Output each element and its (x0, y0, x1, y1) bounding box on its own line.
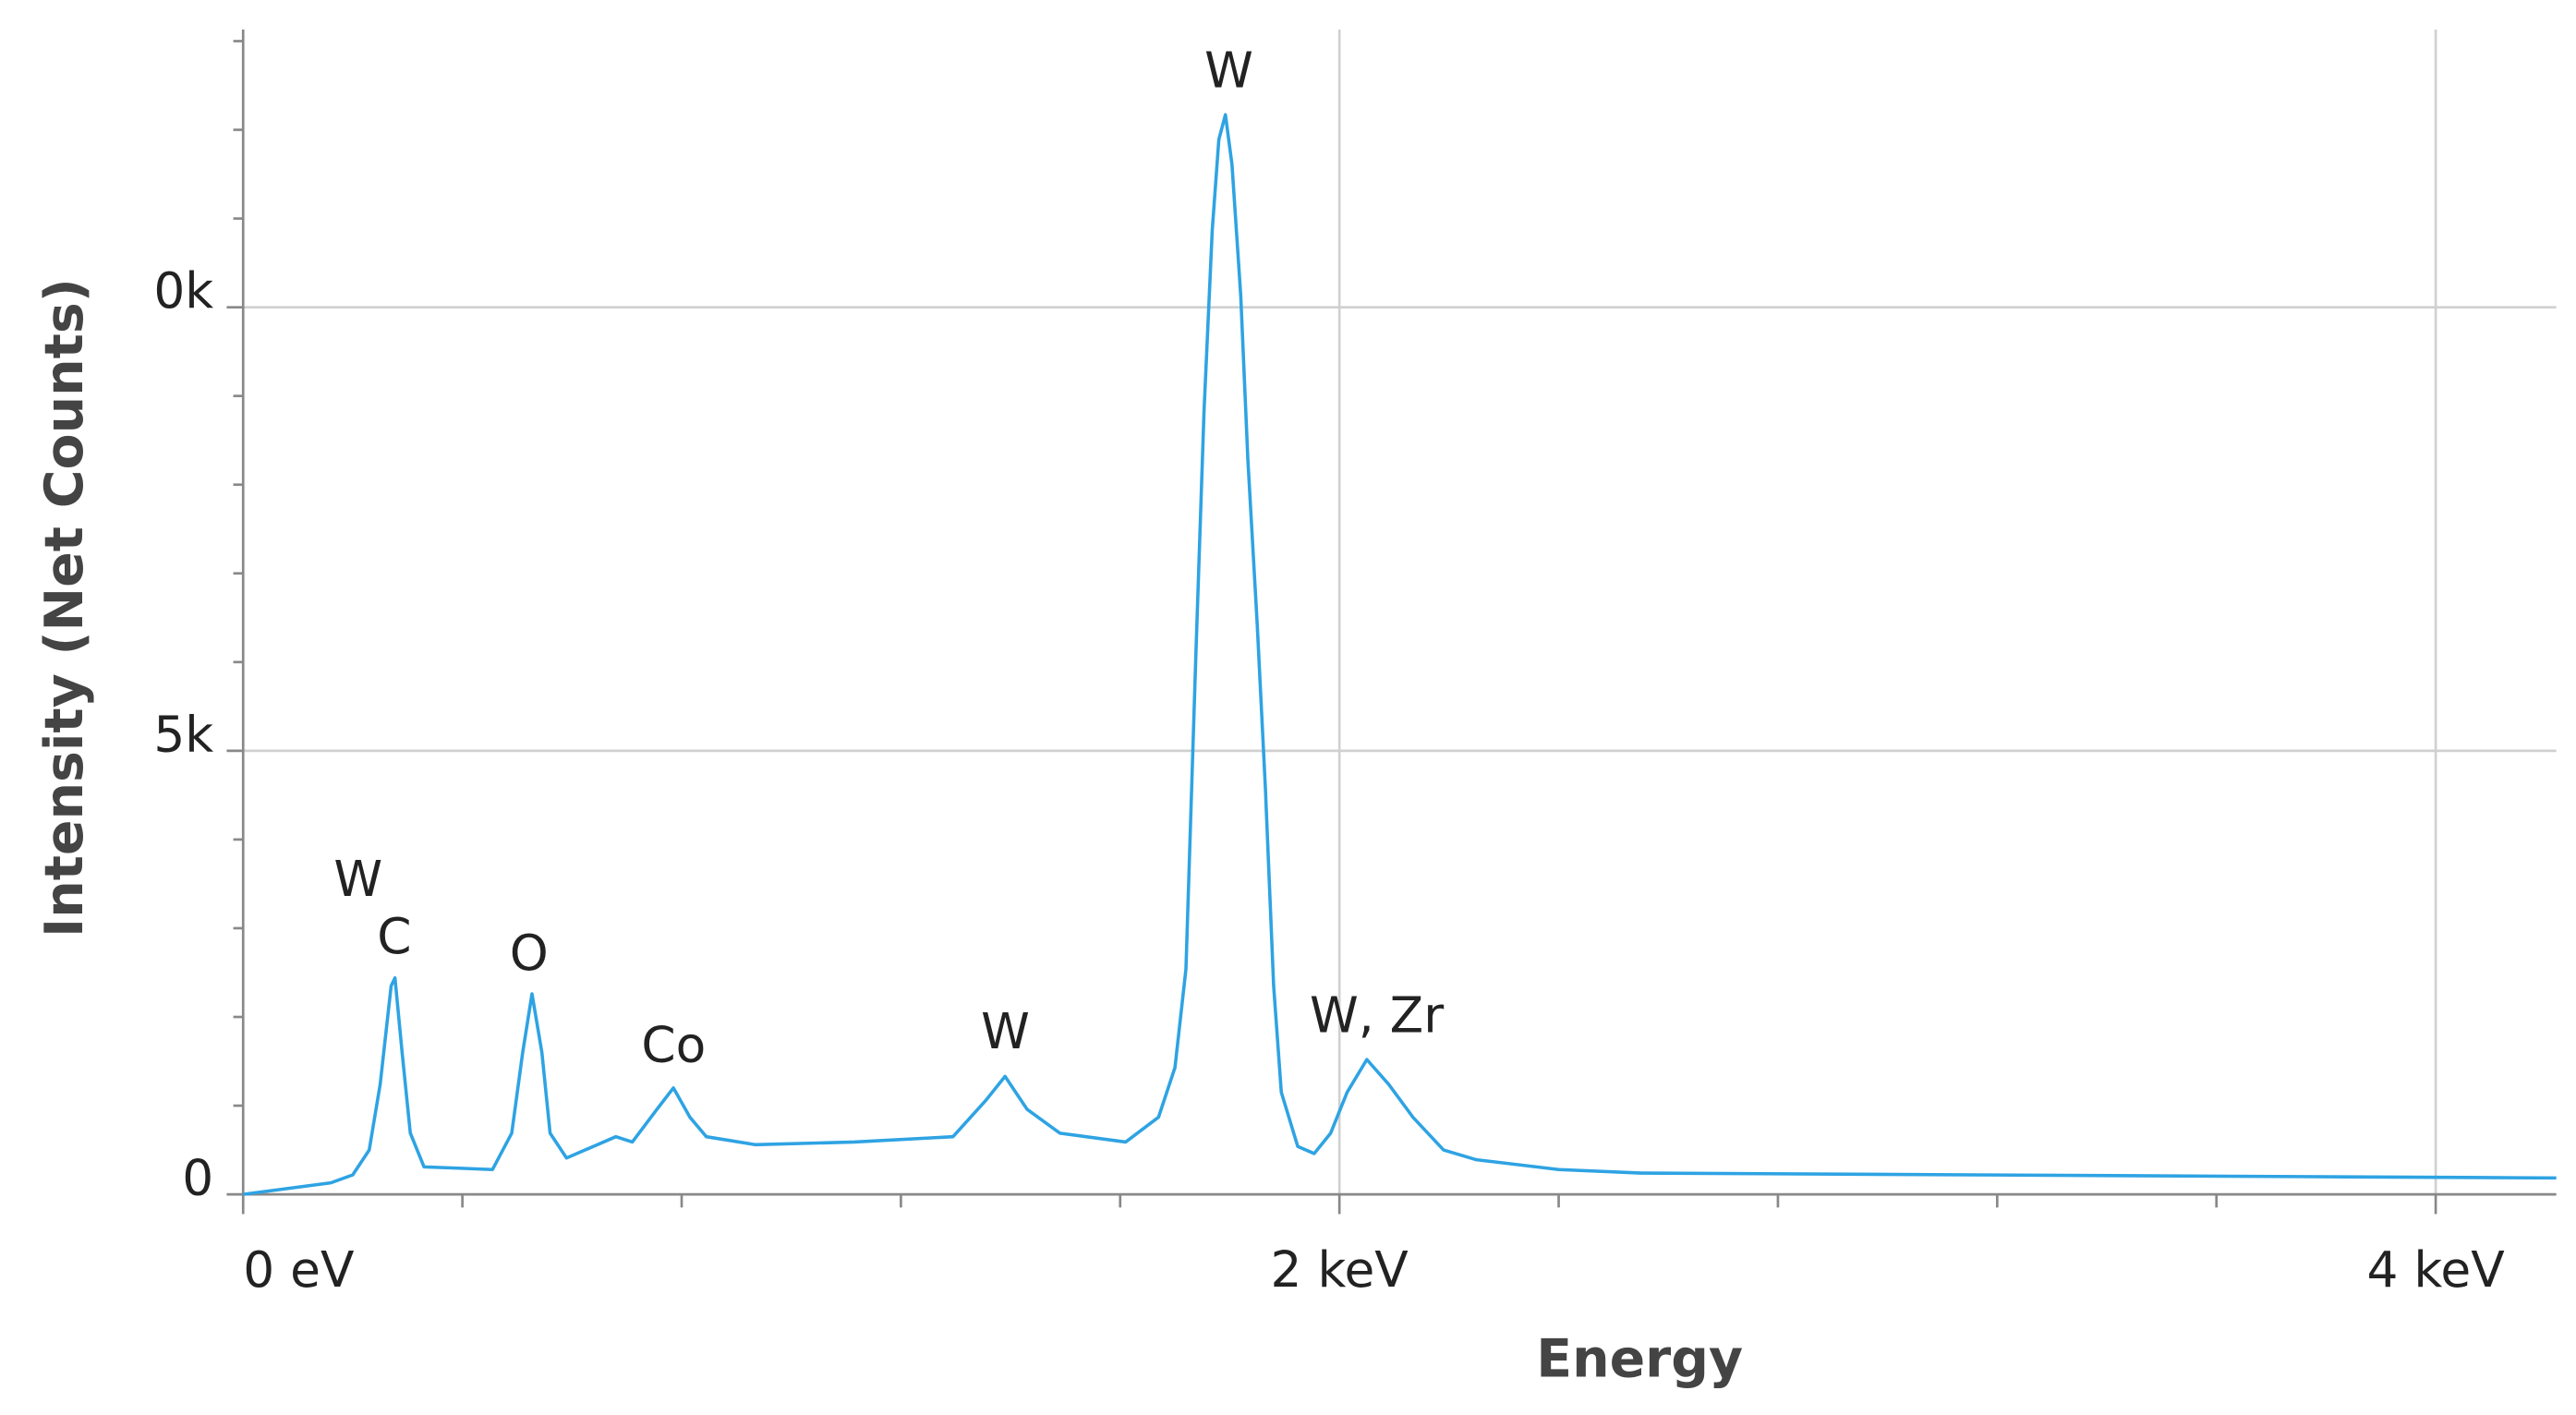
peak-label: O (510, 924, 549, 982)
y-axis-title: Intensity (Net Counts) (34, 278, 95, 937)
peak-label: W, Zr (1310, 986, 1444, 1044)
x-tick-label: 0 eV (243, 1240, 355, 1299)
peak-label: Co (641, 1015, 706, 1073)
x-tick-label: 4 keV (2366, 1240, 2505, 1299)
peak-label: C (377, 907, 411, 965)
peak-label: W (333, 850, 382, 908)
peak-label: W (981, 1002, 1030, 1060)
y-tick-label: 0k (153, 261, 213, 320)
y-tick-label: 5k (153, 705, 213, 763)
spectrum-line (243, 113, 2557, 1196)
x-tick-label: 2 keV (1271, 1240, 1409, 1299)
x-axis-title: Energy (1536, 1329, 1743, 1390)
y-tick-label: 0 (182, 1149, 213, 1207)
peak-label: W (1204, 42, 1253, 100)
